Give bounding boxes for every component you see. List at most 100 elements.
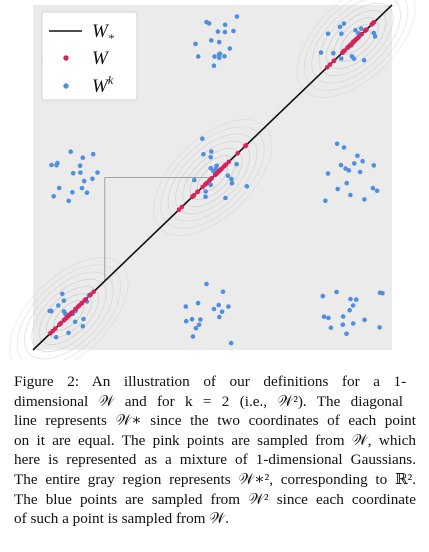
blue-point <box>318 50 324 55</box>
blue-point <box>234 161 239 167</box>
blue-point <box>360 158 365 164</box>
blue-point <box>357 169 363 175</box>
blue-point <box>361 58 367 63</box>
blue-point <box>320 293 326 299</box>
blue-point <box>372 34 378 39</box>
blue-point <box>222 54 227 59</box>
blue-point <box>212 54 217 59</box>
blue-point <box>353 28 358 33</box>
blue-point <box>371 30 377 36</box>
legend-blue-dot <box>63 83 69 89</box>
blue-point <box>343 166 348 171</box>
blue-point <box>190 334 196 339</box>
blue-point <box>339 56 344 61</box>
pink-point <box>355 35 360 41</box>
blue-point <box>231 28 236 34</box>
blue-point <box>217 51 223 56</box>
blue-point <box>183 304 189 309</box>
blue-point <box>193 325 199 331</box>
blue-point <box>66 330 71 336</box>
caption-line: The blue points are sampled from 𝒲² sinc… <box>14 490 416 508</box>
pink-points-layer <box>48 20 377 336</box>
blue-point <box>346 168 352 173</box>
blue-point <box>222 22 228 28</box>
blue-point <box>183 318 189 324</box>
caption-line: The entire gray region represents 𝒲∗², c… <box>14 470 416 488</box>
blue-point <box>348 296 353 302</box>
pink-point <box>226 159 232 165</box>
pink-point <box>52 326 58 332</box>
blue-point <box>60 291 65 297</box>
pink-point <box>176 207 182 212</box>
blue-point <box>77 163 83 168</box>
blue-point <box>347 308 353 313</box>
blue-point <box>227 46 233 51</box>
blue-point <box>206 21 212 26</box>
blue-point <box>225 173 231 178</box>
blue-point <box>204 281 209 287</box>
figure-caption: Figure 2: An illustration of our definit… <box>14 372 416 529</box>
blue-point <box>215 29 221 34</box>
blue-point <box>193 41 198 47</box>
blue-point <box>84 190 90 195</box>
blue-point <box>68 149 73 154</box>
blue-point <box>229 176 234 182</box>
pink-point <box>369 22 375 27</box>
pink-point <box>195 189 200 195</box>
caption-line: of such a point is sampled from 𝒲. <box>14 510 230 528</box>
pink-point <box>221 164 227 169</box>
caption-line: Figure 2: An illustration of our definit… <box>14 373 407 390</box>
blue-point <box>350 321 356 326</box>
blue-point <box>371 163 377 168</box>
blue-point <box>353 297 359 302</box>
blue-point <box>209 149 214 154</box>
blue-point <box>53 334 59 340</box>
caption-line: dimensional 𝒲 and for k = 2 (i.e., 𝒲²). … <box>14 392 403 410</box>
blue-point <box>201 152 206 157</box>
blue-point <box>196 322 202 328</box>
pink-point <box>359 31 364 37</box>
blue-point <box>326 315 331 321</box>
pink-point <box>214 171 220 176</box>
blue-point <box>222 29 228 35</box>
blue-point <box>208 155 213 160</box>
blue-point <box>340 314 346 319</box>
blue-point <box>331 50 336 56</box>
blue-point <box>70 190 75 195</box>
blue-point <box>211 168 216 174</box>
blue-point <box>380 291 385 296</box>
pink-point <box>83 297 88 302</box>
blue-point <box>323 198 328 203</box>
blue-point <box>200 136 205 141</box>
legend-label-w-star: W* <box>92 21 114 45</box>
blue-point <box>80 324 86 329</box>
blue-point <box>203 189 208 194</box>
blue-point <box>72 319 78 325</box>
pink-point <box>91 289 96 295</box>
pink-point <box>327 62 333 67</box>
blue-point <box>61 309 67 314</box>
blue-point <box>234 14 240 19</box>
blue-point <box>216 39 222 45</box>
blue-point <box>334 141 340 147</box>
blue-point <box>244 184 250 189</box>
figure-illustration: W* W Wk <box>9 0 416 374</box>
legend-box <box>41 11 138 101</box>
blue-point <box>79 185 85 191</box>
blue-point <box>223 195 228 201</box>
pink-point <box>235 151 240 156</box>
caption-line: on it are equal. The pink points are sam… <box>14 431 416 449</box>
blue-point <box>209 38 214 43</box>
blue-point <box>189 316 195 322</box>
blue-point <box>344 180 350 186</box>
blue-point <box>203 194 208 200</box>
blue-point <box>81 178 87 184</box>
pink-point <box>363 27 369 33</box>
pink-point <box>48 331 53 336</box>
blue-point <box>377 325 382 330</box>
pink-point <box>218 167 224 172</box>
caption-line: line represents 𝒲∗ since the two coordin… <box>14 412 416 430</box>
blue-point <box>220 289 226 295</box>
blue-point <box>352 161 357 166</box>
pink-point <box>331 58 337 63</box>
